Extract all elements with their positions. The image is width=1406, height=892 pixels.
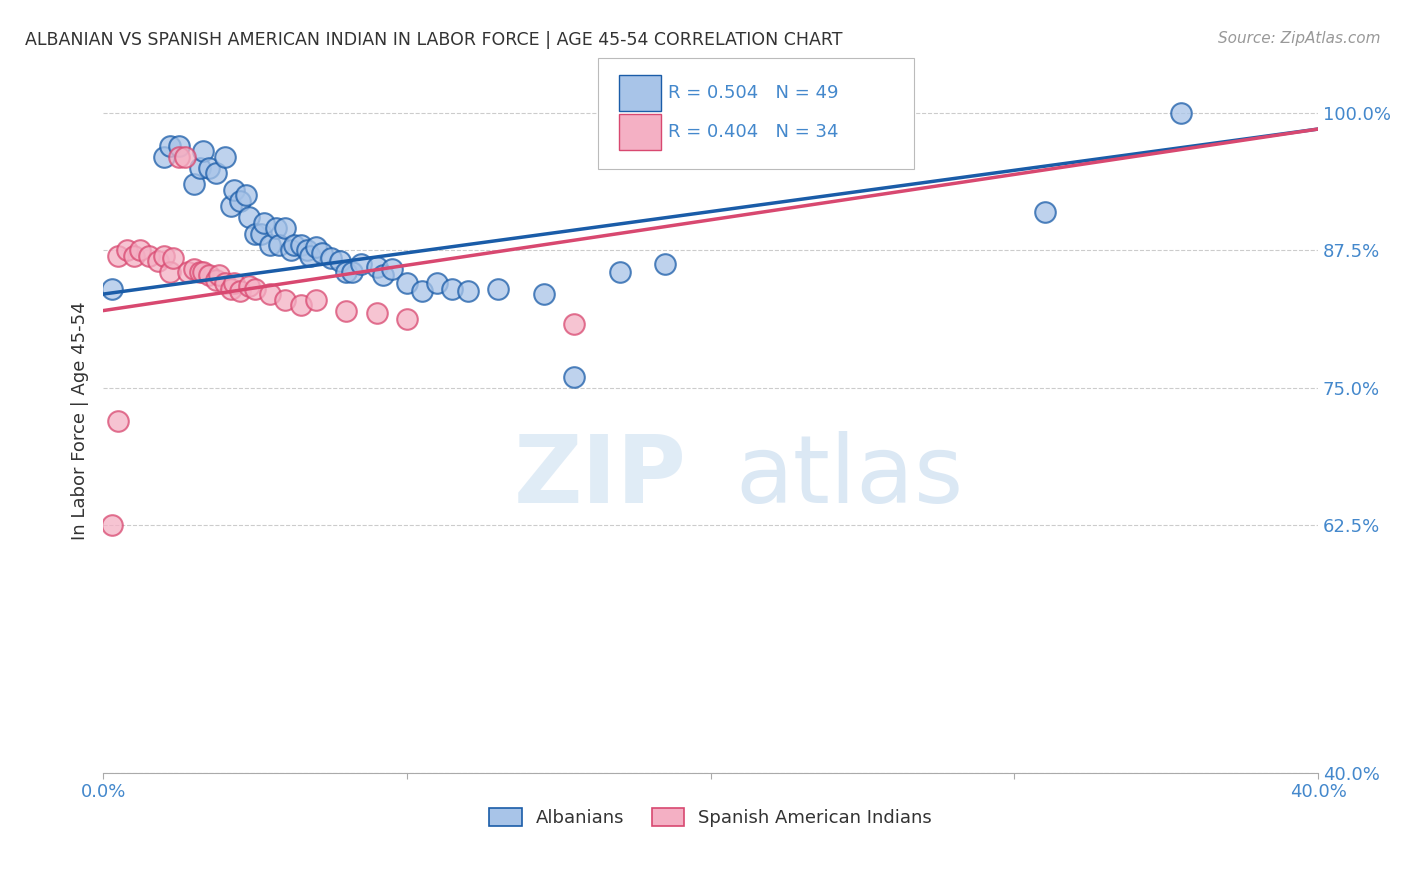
Point	[229, 284, 252, 298]
Point	[188, 265, 211, 279]
Text: R = 0.404   N = 34: R = 0.404 N = 34	[668, 123, 838, 141]
Point	[350, 257, 373, 271]
Point	[183, 177, 205, 191]
Point	[128, 243, 150, 257]
Text: Source: ZipAtlas.com: Source: ZipAtlas.com	[1218, 31, 1381, 46]
Point	[381, 261, 404, 276]
Point	[107, 414, 129, 428]
Point	[457, 284, 479, 298]
Point	[222, 183, 245, 197]
Point	[235, 188, 257, 202]
Point	[138, 249, 160, 263]
Point	[117, 243, 139, 257]
Point	[198, 268, 221, 283]
Point	[274, 221, 297, 235]
Point	[153, 249, 176, 263]
Point	[101, 518, 124, 533]
Point	[107, 249, 129, 263]
Point	[342, 265, 364, 279]
Point	[1033, 204, 1056, 219]
Point	[177, 265, 200, 279]
Point	[153, 150, 176, 164]
Point	[193, 144, 215, 158]
Point	[167, 150, 190, 164]
Point	[290, 237, 312, 252]
Point	[486, 282, 509, 296]
Text: atlas: atlas	[735, 431, 963, 523]
Point	[159, 265, 181, 279]
Point	[329, 254, 352, 268]
Point	[441, 282, 464, 296]
Point	[298, 249, 321, 263]
Point	[198, 161, 221, 175]
Point	[290, 298, 312, 312]
Point	[274, 293, 297, 307]
Point	[253, 216, 276, 230]
Point	[219, 282, 242, 296]
Point	[222, 276, 245, 290]
Point	[183, 261, 205, 276]
Point	[264, 221, 287, 235]
Point	[366, 306, 388, 320]
Text: R = 0.504   N = 49: R = 0.504 N = 49	[668, 84, 838, 102]
Point	[311, 246, 333, 260]
Point	[207, 268, 229, 283]
Point	[243, 282, 266, 296]
Point	[214, 150, 236, 164]
Point	[533, 287, 555, 301]
Point	[366, 260, 388, 274]
Point	[238, 279, 260, 293]
Point	[295, 243, 318, 257]
Point	[101, 282, 124, 296]
Point	[146, 254, 169, 268]
Point	[280, 243, 302, 257]
Point	[562, 369, 585, 384]
Point	[122, 249, 145, 263]
Point	[204, 273, 226, 287]
Point	[243, 227, 266, 241]
Point	[193, 265, 215, 279]
Point	[238, 210, 260, 224]
Point	[335, 265, 357, 279]
Point	[609, 265, 631, 279]
Point	[335, 303, 357, 318]
Point	[654, 257, 676, 271]
Point	[219, 199, 242, 213]
Point	[426, 276, 449, 290]
Point	[395, 312, 418, 326]
Text: ZIP: ZIP	[513, 431, 686, 523]
Point	[188, 161, 211, 175]
Point	[214, 276, 236, 290]
Point	[305, 293, 328, 307]
Point	[411, 284, 433, 298]
Point	[395, 276, 418, 290]
Point	[229, 194, 252, 208]
Point	[283, 237, 305, 252]
Point	[162, 251, 184, 265]
Y-axis label: In Labor Force | Age 45-54: In Labor Force | Age 45-54	[72, 301, 89, 540]
Point	[562, 317, 585, 331]
Point	[371, 268, 394, 283]
Point	[174, 150, 197, 164]
Point	[1170, 105, 1192, 120]
Point	[259, 237, 281, 252]
Point	[319, 251, 342, 265]
Point	[167, 138, 190, 153]
Legend: Albanians, Spanish American Indians: Albanians, Spanish American Indians	[482, 800, 939, 834]
Point	[204, 166, 226, 180]
Point	[305, 240, 328, 254]
Point	[269, 237, 291, 252]
Text: ALBANIAN VS SPANISH AMERICAN INDIAN IN LABOR FORCE | AGE 45-54 CORRELATION CHART: ALBANIAN VS SPANISH AMERICAN INDIAN IN L…	[25, 31, 842, 49]
Point	[259, 287, 281, 301]
Point	[250, 227, 273, 241]
Point	[159, 138, 181, 153]
